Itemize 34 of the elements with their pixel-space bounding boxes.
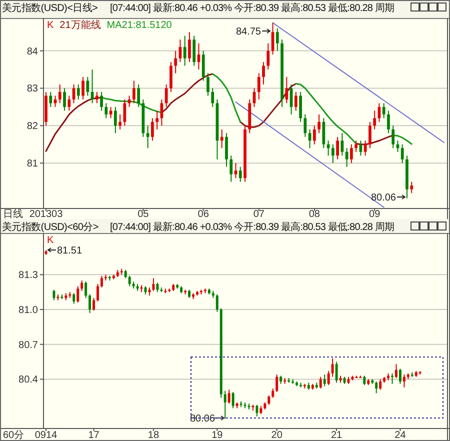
annotation: 81.51 — [57, 246, 82, 256]
y-tick-label: 80.7 — [18, 340, 38, 351]
chart-title: 美元指数(USD)<60分> — [2, 221, 99, 233]
x-tick-label: 05 — [138, 209, 150, 220]
y-tick-label: 80.4 — [18, 374, 38, 386]
x-axis-title: 日线 — [3, 208, 23, 220]
y-tick-label: 84 — [26, 46, 38, 58]
x-tick-label: 24 — [394, 430, 406, 441]
x-tick-label: 06 — [198, 209, 210, 220]
text: K — [47, 20, 54, 31]
annotation: 84.75 — [236, 26, 262, 38]
x-tick-label: 21 — [330, 430, 343, 441]
series-label: K — [47, 235, 54, 246]
x-tick-label: 19 — [212, 430, 224, 441]
y-tick-label: 81.0 — [18, 305, 38, 316]
text: MA21:81.5120 — [106, 20, 172, 31]
x-tick-label: 20 — [271, 430, 283, 441]
x-tick-label: 09 — [369, 209, 381, 220]
y-tick-label: 81 — [26, 158, 38, 170]
y-tick-label: 82 — [26, 121, 38, 132]
x-tick-label: 08 — [308, 209, 320, 220]
chart-title: 美元指数(USD)<日线> — [2, 2, 98, 14]
x-tick-label: 0914 — [34, 430, 58, 441]
text: 21万能线 — [60, 19, 101, 31]
chart-subtitle: [07:44:00] 最新:80.46 +0.03% 今开:80.39 最高:80.53 最低:80.28 周期 — [110, 2, 395, 14]
x-tick-label: 17 — [88, 430, 100, 441]
y-tick-label: 81.3 — [18, 270, 38, 282]
x-tick-label: 18 — [148, 430, 160, 441]
x-tick-label: 201303 — [29, 209, 64, 220]
y-tick-label: 83 — [26, 84, 38, 95]
x-axis-title: 60分 — [3, 429, 24, 441]
chart-subtitle: [07:44:00] 最新:80.46 +0.03% 今开:80.39 最高:80.53 最低:80.28 周期 — [110, 221, 395, 233]
x-tick-label: 07 — [253, 209, 265, 220]
annotation: 80.06 — [370, 192, 396, 204]
